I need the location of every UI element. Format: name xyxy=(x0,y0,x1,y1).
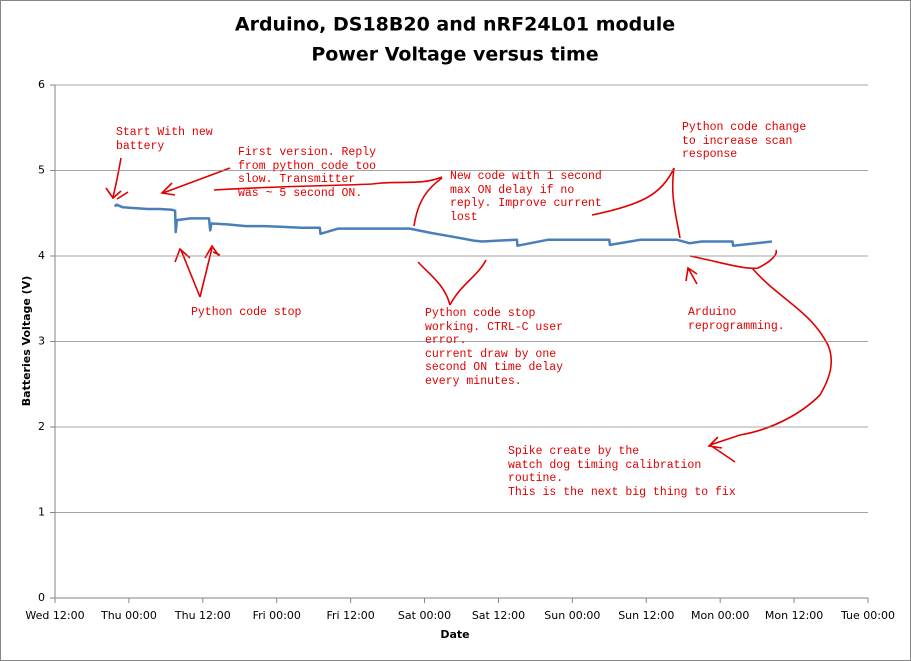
x-tick-label: Sun 12:00 xyxy=(618,609,674,622)
arrow xyxy=(174,244,221,298)
y-tick-label: 0 xyxy=(38,591,45,604)
x-tick-label: Tue 00:00 xyxy=(840,609,895,622)
y-tick-label: 2 xyxy=(38,420,45,433)
annotation: Python code change to increase scan resp… xyxy=(682,121,807,161)
arrow xyxy=(685,266,698,285)
annotation: First version. Reply from python code to… xyxy=(238,146,377,200)
arrow xyxy=(689,249,832,463)
annotation: Spike create by the watch dog timing cal… xyxy=(508,445,736,499)
arrow xyxy=(591,167,681,239)
y-tick-label: 5 xyxy=(38,164,45,177)
arrow xyxy=(105,157,129,200)
y-tick-label: 3 xyxy=(38,335,45,348)
x-tick-label: Thu 00:00 xyxy=(100,609,157,622)
arrows xyxy=(105,157,832,463)
annotation: Python code stop xyxy=(191,306,302,319)
annotation: Start With new battery xyxy=(116,126,213,153)
x-tick-label: Fri 12:00 xyxy=(326,609,374,622)
x-tick-label: Mon 00:00 xyxy=(691,609,749,622)
annotation: Arduino reprogramming. xyxy=(688,306,785,333)
arrow xyxy=(160,167,231,196)
x-tick-label: Fri 00:00 xyxy=(253,609,301,622)
annotation: Python code stop working. CTRL-C user er… xyxy=(425,307,564,388)
chart-title: Arduino, DS18B20 and nRF24L01 module xyxy=(235,14,675,36)
arrow xyxy=(213,176,443,227)
x-tick-label: Sat 12:00 xyxy=(472,609,525,622)
chart-subtitle: Power Voltage versus time xyxy=(311,44,598,66)
arrow xyxy=(417,259,487,306)
y-tick-label: 1 xyxy=(38,506,45,519)
annotation: New code with 1 second max ON delay if n… xyxy=(450,170,602,224)
data-line xyxy=(113,203,773,247)
x-tick-label: Wed 12:00 xyxy=(25,609,84,622)
y-tick-label: 6 xyxy=(38,78,45,91)
x-tick-label: Sun 00:00 xyxy=(544,609,600,622)
x-tick-label: Thu 12:00 xyxy=(174,609,231,622)
x-tick-label: Sat 00:00 xyxy=(398,609,451,622)
x-axis-label: Date xyxy=(440,628,469,641)
x-tick-label: Mon 12:00 xyxy=(765,609,823,622)
y-axis-label: Batteries Voltage (V) xyxy=(20,276,33,406)
y-tick-label: 4 xyxy=(38,249,45,262)
